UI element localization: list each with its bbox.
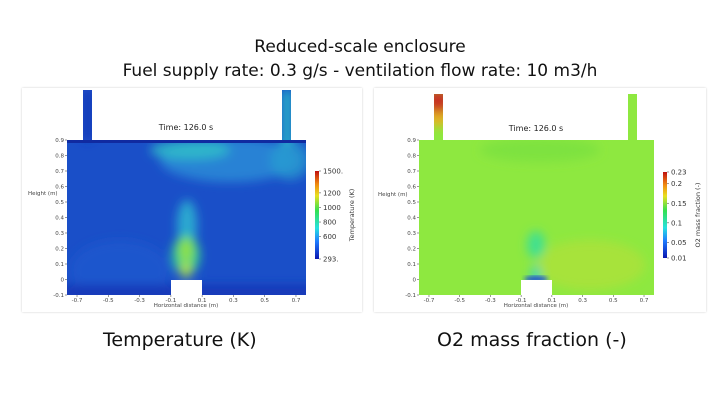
x-tick-label: -0.1 bbox=[165, 298, 176, 304]
y-tick-label: 0.8 bbox=[55, 154, 64, 160]
y-tick-label: 0.6 bbox=[55, 185, 64, 191]
colorbar-tick-label: 1200 bbox=[323, 189, 341, 197]
time-label-right: Time: 126.0 s bbox=[508, 124, 563, 133]
y-tick-label: 0.7 bbox=[407, 169, 416, 175]
ylabel-left: Height (m) bbox=[28, 191, 58, 197]
y-tick-label: 0.2 bbox=[55, 247, 64, 253]
y-tick-label: 0.1 bbox=[55, 262, 64, 268]
colorbar-tick-label: 600 bbox=[323, 233, 336, 241]
burner-right bbox=[521, 280, 552, 295]
temperature-colorbar bbox=[315, 171, 319, 259]
y-tick-label: 0.3 bbox=[55, 231, 64, 237]
y-tick-label: 0.3 bbox=[407, 231, 416, 237]
x-tick-label: -0.7 bbox=[72, 298, 83, 304]
xlabel-right: Horizontal distance (m) bbox=[504, 303, 569, 309]
x-tick-label: 0.3 bbox=[578, 298, 587, 304]
y-tick-label: -0.1 bbox=[405, 293, 416, 299]
y-tick-label: 0.5 bbox=[407, 200, 416, 206]
o2-field bbox=[419, 94, 654, 295]
y-tick-label: 0.2 bbox=[407, 247, 416, 253]
time-label-left: Time: 126.0 s bbox=[158, 123, 213, 132]
colorbar-tick-label: 0.15 bbox=[671, 200, 687, 208]
x-tick-label: 0.1 bbox=[198, 298, 207, 304]
x-tick-label: -0.1 bbox=[516, 298, 527, 304]
x-tick-label: 0.1 bbox=[547, 298, 556, 304]
y-tick-label: 0.4 bbox=[55, 216, 64, 222]
video-subtitle: Fuel supply rate: 0.3 g/s - ventilation … bbox=[122, 61, 598, 81]
x-tick-label: -0.5 bbox=[454, 298, 465, 304]
caption-temperature: Temperature (K) bbox=[103, 329, 257, 351]
colorbar-tick-label: 0.23 bbox=[671, 169, 687, 177]
ylabel-right: Height (m) bbox=[378, 192, 408, 198]
colorbar-tick-label: 0.2 bbox=[671, 180, 682, 188]
colorbar-tick-label: 800 bbox=[323, 219, 336, 227]
y-tick-label: 0 bbox=[61, 278, 65, 284]
colorbar-tick-label: 293. bbox=[323, 256, 339, 264]
colorbar-tick-label: 0.1 bbox=[671, 219, 682, 227]
x-tick-label: 0.7 bbox=[640, 298, 649, 304]
y-tick-label: 0.7 bbox=[55, 169, 64, 175]
y-tick-label: -0.1 bbox=[53, 293, 64, 299]
xlabel-left: Horizontal distance (m) bbox=[154, 303, 219, 309]
x-tick-label: 0.3 bbox=[229, 298, 238, 304]
y-tick-label: 0.4 bbox=[407, 216, 416, 222]
x-tick-label: 0.5 bbox=[609, 298, 618, 304]
y-tick-label: 0 bbox=[413, 278, 417, 284]
x-tick-label: 0.5 bbox=[260, 298, 269, 304]
x-tick-label: -0.7 bbox=[424, 298, 435, 304]
temperature-field bbox=[67, 90, 306, 295]
y-tick-label: 0.9 bbox=[55, 138, 64, 144]
y-tick-label: 0.9 bbox=[407, 138, 416, 144]
video-title: Reduced-scale enclosure bbox=[254, 37, 466, 57]
colorbar-tick-label: 1000 bbox=[323, 204, 341, 212]
colorbar-tick-label: 0.05 bbox=[671, 239, 687, 247]
x-tick-label: -0.5 bbox=[103, 298, 114, 304]
o2-colorbar bbox=[663, 172, 667, 258]
y-tick-label: 0.8 bbox=[407, 154, 416, 160]
y-tick-label: 0.6 bbox=[407, 185, 416, 191]
burner-left bbox=[171, 280, 202, 295]
colorbar-title-left: Temperature (K) bbox=[348, 189, 356, 243]
x-tick-label: 0.7 bbox=[292, 298, 301, 304]
x-tick-label: -0.3 bbox=[485, 298, 496, 304]
colorbar-tick-label: 1500. bbox=[323, 168, 343, 176]
y-tick-label: 0.5 bbox=[55, 200, 64, 206]
colorbar-title-right: O2 mass fraction (-) bbox=[694, 183, 702, 248]
caption-o2: O2 mass fraction (-) bbox=[437, 329, 627, 351]
x-tick-label: -0.3 bbox=[134, 298, 145, 304]
colorbar-tick-label: 0.01 bbox=[671, 255, 687, 263]
y-tick-label: 0.1 bbox=[407, 262, 416, 268]
